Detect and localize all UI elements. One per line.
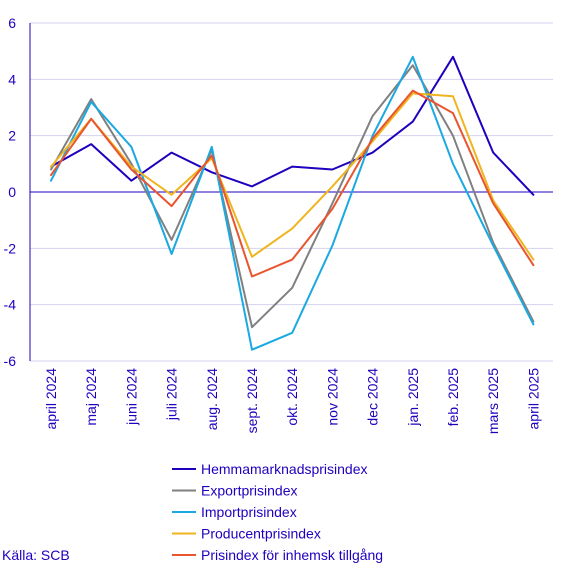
- x-tick-label: feb. 2025: [445, 368, 461, 427]
- series-line: [50, 92, 535, 261]
- y-tick-label: -6: [4, 353, 17, 369]
- grid-lines: [30, 22, 553, 362]
- y-tick-label: 2: [8, 128, 16, 144]
- x-tick-label: okt. 2024: [284, 368, 300, 426]
- series-line: [50, 55, 535, 196]
- y-tick-label: 6: [8, 15, 16, 31]
- x-tick-label: juli 2024: [164, 368, 180, 421]
- x-tick-labels: april 2024 maj 2024 juni 2024 juli 2024 aug.…: [43, 368, 541, 434]
- x-tick-label: april 2024: [43, 368, 59, 430]
- legend-label: Prisindex för inhemsk tillgång: [201, 547, 383, 563]
- series-lines: [50, 55, 535, 351]
- series-line: [50, 64, 535, 329]
- y-tick-label: -2: [4, 240, 17, 256]
- x-tick-label: aug. 2024: [204, 368, 220, 430]
- x-tick-label: sept. 2024: [244, 368, 260, 434]
- x-tick-label: jan. 2025: [405, 368, 421, 427]
- y-tick-label: -4: [4, 297, 17, 313]
- legend: Hemmamarknadsprisindex Exportprisindex Imp…: [172, 461, 383, 563]
- series-line: [50, 55, 535, 351]
- series-line: [50, 89, 535, 278]
- source-note: Källa: SCB: [2, 547, 70, 563]
- x-tick-label: maj 2024: [83, 368, 99, 426]
- x-tick-label: nov 2024: [324, 368, 340, 426]
- x-tick-label: juni 2024: [123, 368, 139, 426]
- y-tick-labels: 6 4 2 0 -2 -4 -6: [4, 15, 17, 369]
- legend-label: Hemmamarknadsprisindex: [201, 461, 368, 477]
- x-tick-label: mars 2025: [485, 368, 501, 434]
- legend-label: Producentprisindex: [201, 526, 321, 542]
- legend-label: Exportprisindex: [201, 483, 298, 499]
- x-tick-label: april 2025: [525, 368, 541, 430]
- legend-label: Importprisindex: [201, 504, 297, 520]
- y-tick-label: 4: [8, 71, 16, 87]
- y-tick-label: 0: [8, 184, 16, 200]
- x-tick-label: dec 2024: [365, 368, 381, 426]
